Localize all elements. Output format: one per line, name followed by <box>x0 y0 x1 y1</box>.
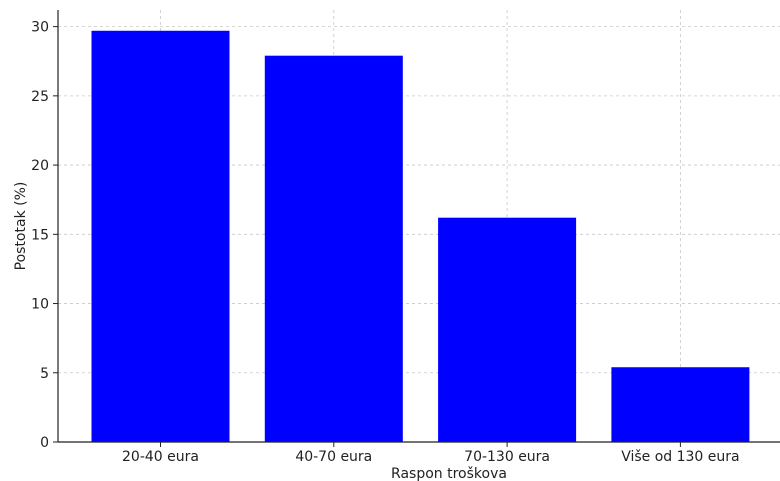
x-tick-label: 40-70 eura <box>295 449 372 465</box>
y-tick-label: 5 <box>40 366 49 382</box>
bar <box>264 55 403 442</box>
y-tick-label: 15 <box>31 227 49 243</box>
bar <box>611 367 750 442</box>
y-tick-label: 20 <box>31 158 49 174</box>
y-ticks: 0 5 10 15 20 25 30 <box>31 20 58 451</box>
x-axis-title: Raspon troškova <box>391 466 507 481</box>
y-tick-label: 10 <box>31 297 49 313</box>
y-tick-label: 30 <box>31 20 49 36</box>
x-tick-label: 20-40 eura <box>122 449 199 465</box>
x-tick-label: Više od 130 eura <box>621 449 739 465</box>
y-tick-label: 25 <box>31 89 49 105</box>
x-tick-label: 70-130 eura <box>464 449 550 465</box>
bar <box>91 30 230 443</box>
x-ticks: 20-40 eura 40-70 eura 70-130 eura Više od 1… <box>122 442 740 465</box>
axes <box>57 10 780 443</box>
bars <box>91 30 750 443</box>
bar <box>438 217 577 442</box>
y-axis-title: Postotak (%) <box>13 182 29 271</box>
y-tick-label: 0 <box>40 435 49 451</box>
